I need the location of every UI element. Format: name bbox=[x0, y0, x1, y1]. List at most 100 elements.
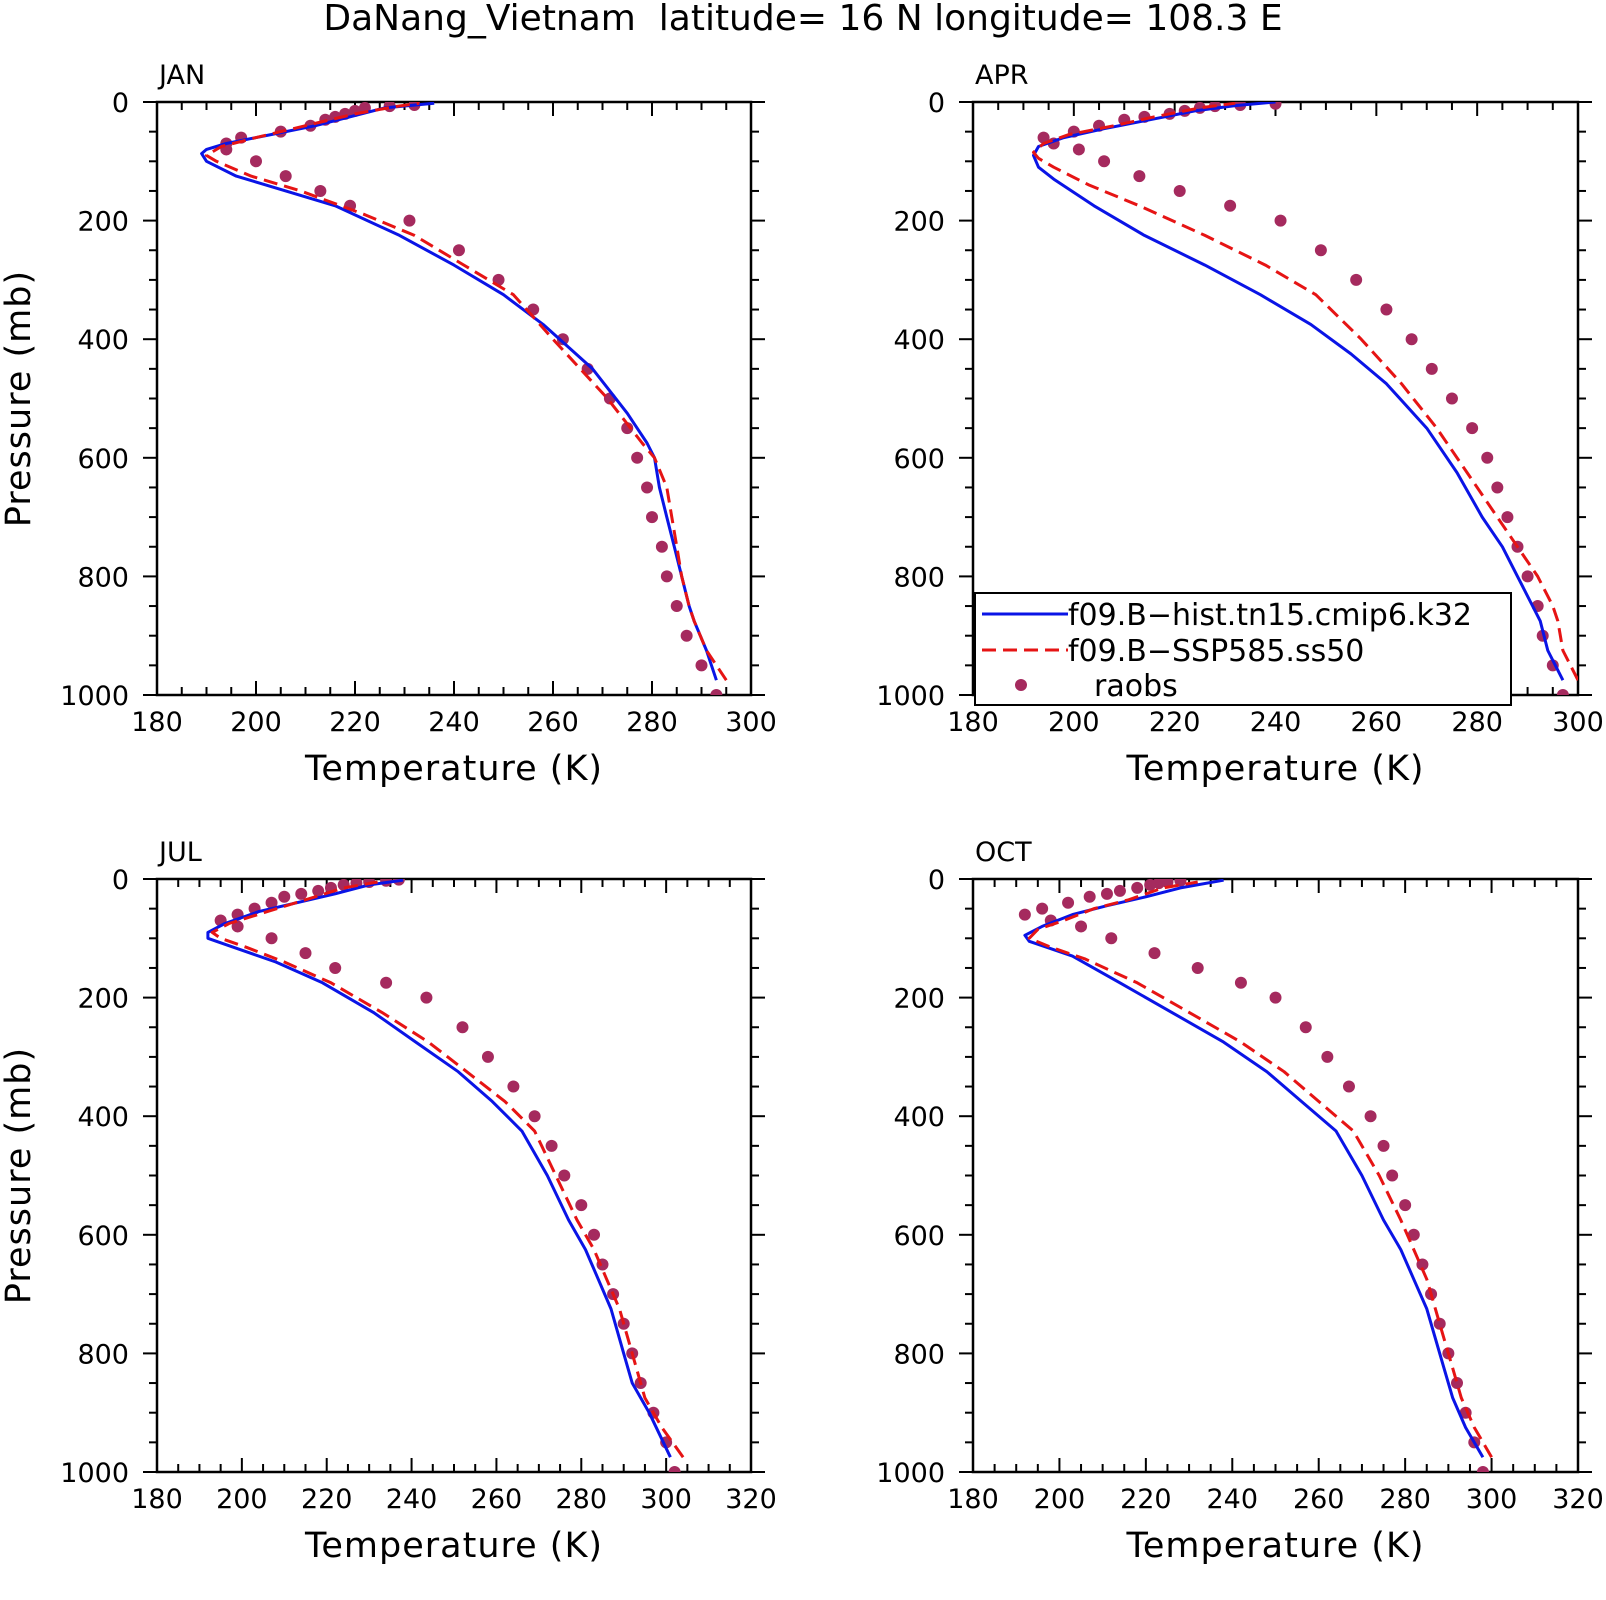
y-tick-label: 600 bbox=[893, 1221, 945, 1252]
raobs-point bbox=[588, 1228, 601, 1241]
raobs-point bbox=[1476, 1466, 1489, 1472]
x-tick-label: 280 bbox=[1379, 1484, 1431, 1515]
raobs-point bbox=[680, 629, 693, 642]
raobs-point bbox=[1451, 1377, 1463, 1390]
raobs-point bbox=[279, 170, 292, 183]
raobs-point bbox=[1036, 902, 1049, 915]
raobs-point bbox=[1083, 890, 1096, 903]
y-tick-label: 800 bbox=[893, 562, 945, 593]
raobs-point bbox=[1445, 392, 1458, 405]
y-tick-label: 600 bbox=[893, 444, 945, 475]
raobs-point bbox=[329, 961, 342, 974]
raobs-point bbox=[507, 1080, 520, 1093]
y-tick-label: 0 bbox=[928, 88, 945, 119]
x-tick-label: 260 bbox=[1293, 1484, 1345, 1515]
x-tick-label: 180 bbox=[131, 1484, 183, 1515]
x-tick-label: 180 bbox=[131, 707, 183, 738]
raobs-point bbox=[1425, 362, 1438, 375]
raobs-point bbox=[1556, 689, 1569, 695]
x-tick-label: 220 bbox=[1120, 1484, 1172, 1515]
raobs-point bbox=[1377, 1139, 1390, 1152]
y-tick-label: 400 bbox=[893, 325, 945, 356]
panel-label-oct: OCT bbox=[975, 837, 1032, 868]
x-tick-label: 240 bbox=[1250, 707, 1302, 738]
raobs-point bbox=[1148, 947, 1161, 960]
series-line-hist bbox=[206, 879, 672, 1458]
raobs-point bbox=[481, 1050, 494, 1063]
raobs-point bbox=[1075, 920, 1088, 933]
x-axis-label: Temperature (K) bbox=[1125, 749, 1424, 789]
raobs-point bbox=[695, 659, 708, 672]
legend-label-raobs: raobs bbox=[1094, 669, 1178, 704]
legend-marker-raobs bbox=[1015, 679, 1027, 691]
x-tick-label: 200 bbox=[1048, 707, 1100, 738]
y-tick-label: 0 bbox=[112, 865, 129, 896]
raobs-point bbox=[545, 1139, 558, 1152]
y-tick-label: 200 bbox=[77, 207, 129, 238]
panel-oct: OCT 180 200 220 240 260 280 300 320 0 200 400 600 80… bbox=[876, 837, 1603, 1566]
raobs-point bbox=[1191, 961, 1204, 974]
raobs-point bbox=[1098, 155, 1111, 168]
raobs-point bbox=[1234, 976, 1247, 989]
raobs-point bbox=[1380, 303, 1393, 316]
raobs-point bbox=[231, 920, 244, 933]
series-line-ssp bbox=[1027, 880, 1493, 1458]
raobs-point bbox=[1433, 1317, 1446, 1330]
raobs-point bbox=[278, 890, 291, 903]
raobs-point bbox=[660, 570, 673, 583]
x-tick-label: 180 bbox=[947, 707, 999, 738]
x-tick-label: 260 bbox=[527, 707, 579, 738]
y-axis-label: Pressure (mb) bbox=[0, 1047, 39, 1304]
y-tick-label: 0 bbox=[112, 88, 129, 119]
raobs-point bbox=[1491, 481, 1504, 494]
plot-area-jan bbox=[200, 102, 728, 695]
x-tick-label: 220 bbox=[329, 707, 381, 738]
x-tick-label: 240 bbox=[1207, 1484, 1259, 1515]
raobs-point bbox=[1405, 333, 1418, 346]
y-axis-label: Pressure (mb) bbox=[0, 270, 39, 527]
raobs-point bbox=[1466, 422, 1479, 435]
series-line-ssp bbox=[1032, 102, 1578, 681]
raobs-point bbox=[1407, 1228, 1420, 1241]
raobs-point bbox=[1113, 884, 1126, 897]
raobs-point bbox=[265, 896, 278, 909]
x-tick-label: 300 bbox=[640, 1484, 692, 1515]
raobs-point bbox=[1100, 887, 1113, 900]
raobs-point bbox=[670, 600, 683, 613]
raobs-point bbox=[1173, 184, 1186, 197]
y-tick-label: 800 bbox=[77, 1339, 129, 1370]
raobs-point bbox=[575, 1199, 588, 1212]
raobs-point bbox=[556, 333, 569, 346]
panel-label-jan: JAN bbox=[157, 60, 205, 91]
panel-jan: JAN 180 200 220 240 260 280 300 0 200 400 600 800 10… bbox=[0, 60, 777, 789]
raobs-point bbox=[380, 976, 393, 989]
raobs-point bbox=[452, 244, 465, 257]
x-tick-label: 300 bbox=[1466, 1484, 1518, 1515]
x-tick-label: 240 bbox=[428, 707, 480, 738]
plot-area-oct bbox=[1018, 879, 1493, 1472]
raobs-point bbox=[1224, 199, 1237, 212]
y-tick-label: 400 bbox=[77, 1102, 129, 1133]
panel-label-jul: JUL bbox=[157, 837, 202, 868]
figure-title: DaNang_Vietnam latitude= 16 N longitude=… bbox=[323, 0, 1282, 39]
raobs-point bbox=[528, 1110, 541, 1123]
x-axis-label: Temperature (K) bbox=[304, 1526, 603, 1566]
raobs-point bbox=[420, 991, 433, 1004]
x-tick-label: 240 bbox=[386, 1484, 438, 1515]
y-tick-label: 1000 bbox=[60, 1458, 129, 1489]
raobs-point bbox=[299, 947, 312, 960]
x-tick-label: 320 bbox=[1552, 1484, 1604, 1515]
y-tick-label: 200 bbox=[77, 984, 129, 1015]
series-line-hist bbox=[1032, 102, 1565, 681]
y-tick-label: 1000 bbox=[876, 1458, 945, 1489]
x-tick-label: 260 bbox=[471, 1484, 523, 1515]
x-tick-label: 280 bbox=[1451, 707, 1503, 738]
y-tick-label: 600 bbox=[77, 444, 129, 475]
y-tick-label: 800 bbox=[77, 562, 129, 593]
raobs-point bbox=[456, 1021, 469, 1034]
raobs-point bbox=[1314, 244, 1327, 257]
raobs-point bbox=[1105, 932, 1118, 945]
raobs-point bbox=[646, 511, 658, 524]
raobs-point bbox=[250, 155, 262, 168]
